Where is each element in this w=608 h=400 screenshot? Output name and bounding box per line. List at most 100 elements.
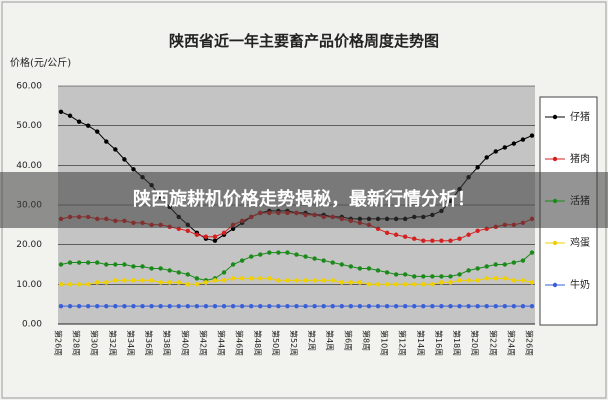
point bbox=[95, 280, 100, 285]
point bbox=[475, 165, 480, 170]
point bbox=[520, 303, 526, 309]
x-tick-label: 第38周 bbox=[162, 330, 172, 356]
legend-marker bbox=[552, 156, 558, 162]
point bbox=[384, 230, 390, 235]
point bbox=[348, 280, 354, 285]
point bbox=[58, 303, 64, 309]
x-tick-label: 第24周 bbox=[506, 330, 516, 356]
point bbox=[294, 303, 299, 309]
point bbox=[113, 147, 118, 152]
point bbox=[131, 303, 136, 309]
point bbox=[511, 141, 517, 146]
point bbox=[502, 262, 508, 267]
point bbox=[203, 234, 209, 239]
point bbox=[511, 260, 517, 265]
point bbox=[330, 303, 335, 309]
point bbox=[122, 303, 127, 309]
point bbox=[520, 278, 526, 283]
point bbox=[393, 272, 399, 277]
point bbox=[176, 280, 181, 285]
point bbox=[457, 272, 462, 277]
point bbox=[312, 278, 317, 283]
x-tick-label: 第50周 bbox=[271, 330, 281, 356]
point bbox=[76, 119, 82, 124]
point bbox=[375, 282, 381, 287]
x-tick-label: 第12周 bbox=[398, 330, 408, 356]
point bbox=[167, 268, 172, 273]
x-tick-label: 第26周 bbox=[525, 330, 535, 356]
x-tick-label: 第28周 bbox=[72, 330, 82, 356]
point bbox=[529, 250, 535, 255]
y-tick-label: 10.00 bbox=[16, 280, 42, 290]
point bbox=[321, 278, 326, 283]
point bbox=[430, 303, 435, 309]
legend-marker bbox=[552, 240, 558, 246]
point bbox=[104, 303, 109, 309]
y-tick-label: 40.00 bbox=[16, 161, 42, 171]
point bbox=[176, 270, 181, 275]
point bbox=[267, 250, 272, 255]
point bbox=[122, 157, 127, 162]
point bbox=[203, 303, 209, 309]
point bbox=[239, 276, 245, 281]
point bbox=[276, 303, 281, 309]
point bbox=[312, 303, 317, 309]
legend-label: 牛奶 bbox=[570, 278, 590, 291]
point bbox=[375, 268, 381, 273]
legend-label: 鸡蛋 bbox=[570, 236, 590, 249]
x-tick-label: 第2周 bbox=[307, 330, 317, 351]
point bbox=[230, 262, 236, 267]
point bbox=[185, 228, 191, 233]
x-tick-label: 第36周 bbox=[144, 330, 154, 356]
x-tick-label: 第22周 bbox=[488, 330, 498, 356]
x-tick-label: 第10周 bbox=[380, 330, 390, 356]
point bbox=[67, 303, 73, 309]
point bbox=[375, 303, 381, 309]
point bbox=[493, 262, 498, 267]
point bbox=[439, 280, 444, 285]
point bbox=[285, 303, 290, 309]
point bbox=[484, 264, 489, 269]
point bbox=[439, 274, 444, 279]
point bbox=[348, 303, 354, 309]
point bbox=[113, 262, 118, 267]
point bbox=[58, 109, 64, 114]
point bbox=[412, 236, 417, 241]
point bbox=[357, 303, 363, 309]
point bbox=[258, 252, 263, 257]
y-tick-label: 20.00 bbox=[16, 240, 42, 250]
point bbox=[412, 282, 417, 287]
point bbox=[502, 303, 508, 309]
point bbox=[167, 280, 172, 285]
point bbox=[312, 256, 317, 261]
point bbox=[511, 303, 517, 309]
point bbox=[393, 232, 399, 237]
point bbox=[267, 276, 272, 281]
point bbox=[285, 278, 290, 283]
point bbox=[412, 274, 417, 279]
point bbox=[448, 274, 453, 279]
point bbox=[212, 303, 218, 309]
point bbox=[430, 274, 435, 279]
x-tick-label: 第14周 bbox=[416, 330, 426, 356]
point bbox=[384, 303, 390, 309]
point bbox=[285, 250, 290, 255]
y-tick-label: 50.00 bbox=[16, 121, 42, 131]
point bbox=[239, 258, 245, 263]
point bbox=[194, 232, 200, 237]
point bbox=[448, 238, 453, 243]
x-tick-label: 第52周 bbox=[289, 330, 299, 356]
point bbox=[303, 254, 308, 259]
x-tick-label: 第42周 bbox=[198, 330, 208, 356]
point bbox=[384, 270, 390, 275]
point bbox=[221, 230, 227, 235]
point bbox=[95, 260, 100, 265]
point bbox=[384, 282, 390, 287]
chart-title: 陕西省近一年主要畜产品价格周度走势图 bbox=[169, 32, 439, 50]
point bbox=[466, 232, 471, 237]
point bbox=[276, 278, 281, 283]
point bbox=[131, 167, 136, 172]
point bbox=[321, 303, 326, 309]
x-tick-label: 第48周 bbox=[253, 330, 263, 356]
point bbox=[366, 266, 372, 271]
